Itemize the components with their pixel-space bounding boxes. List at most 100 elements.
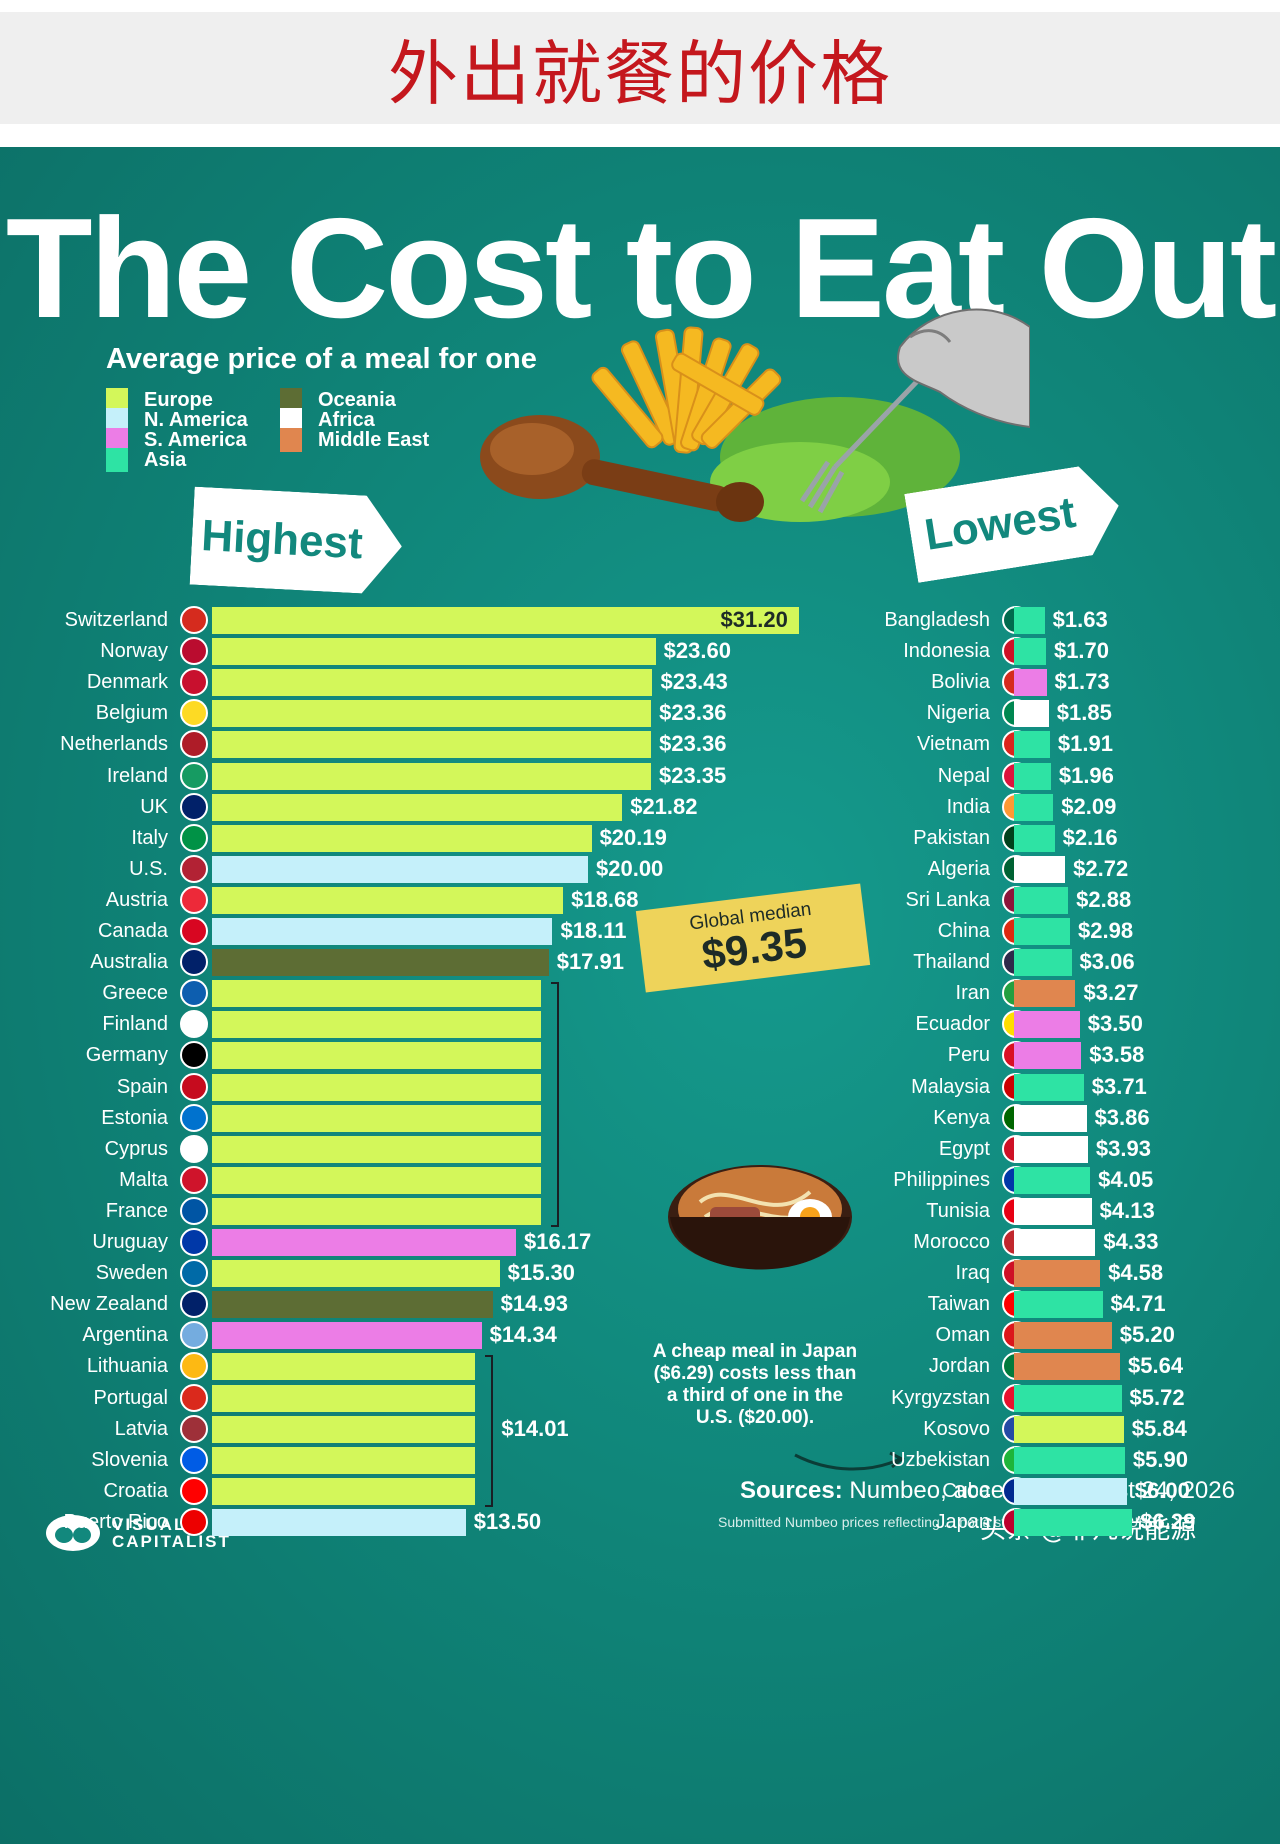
country-label: Puerto Rico <box>63 1510 169 1533</box>
value-label: $17.91 <box>556 949 624 975</box>
flag-icon <box>180 699 208 728</box>
bar <box>1014 1135 1088 1163</box>
bar <box>1014 669 1047 697</box>
bar <box>1014 638 1046 666</box>
global-median-sticker: Global median $9.35 <box>635 883 871 993</box>
value-label: $5.20 <box>1119 1322 1175 1348</box>
country-label: U.S. <box>129 857 168 880</box>
value-label: $20.00 <box>596 855 664 881</box>
bar <box>212 1291 493 1319</box>
country-label: Taiwan <box>927 1293 990 1316</box>
country-label: Portugal <box>93 1386 169 1409</box>
flag-icon <box>180 730 208 759</box>
bar <box>1014 886 1069 914</box>
logo-line1: VISUAL <box>112 1515 187 1534</box>
bar <box>1014 949 1072 977</box>
value-label: $3.50 <box>1087 1011 1143 1037</box>
legend-swatch <box>106 448 128 472</box>
ramen-bowl-illustration <box>668 1165 852 1270</box>
flag-icon <box>180 1103 208 1132</box>
value-label: $4.58 <box>1108 1260 1164 1286</box>
country-label: Kosovo <box>923 1417 990 1440</box>
flag-icon <box>180 1228 208 1256</box>
bar <box>1014 1042 1082 1070</box>
country-label: China <box>937 920 990 942</box>
country-label: Iran <box>955 982 990 1005</box>
value-label: $23.43 <box>660 669 728 695</box>
bar <box>1014 1446 1125 1474</box>
value-label: $1.63 <box>1052 607 1108 632</box>
bar <box>1014 980 1076 1008</box>
country-label: Oman <box>935 1324 990 1347</box>
bar <box>1014 1508 1133 1536</box>
country-label: Bangladesh <box>884 609 990 631</box>
value-label: $5.84 <box>1131 1415 1187 1441</box>
bar <box>1014 1291 1103 1319</box>
food-illustration <box>480 308 1030 522</box>
flag-icon <box>180 917 208 945</box>
flag-icon <box>180 1259 208 1288</box>
group-value-label: $14.01 <box>501 1416 569 1442</box>
flag-icon <box>180 1290 208 1319</box>
value-label: $6.00 <box>1134 1477 1190 1503</box>
bar <box>212 855 588 883</box>
value-label: $14.34 <box>489 1322 557 1348</box>
flag-icon <box>180 1476 208 1505</box>
bar <box>212 700 652 728</box>
note-arrow-icon <box>794 1451 905 1471</box>
value-label: $2.98 <box>1078 918 1134 943</box>
country-label: Malaysia <box>911 1075 990 1098</box>
country-label: Lithuania <box>86 1355 168 1378</box>
group-bracket <box>551 982 559 1227</box>
legend-swatch <box>106 428 128 452</box>
cn-title: 外出就餐的价格 <box>388 32 892 115</box>
bar <box>212 1477 476 1505</box>
bar <box>1014 1011 1080 1039</box>
bar <box>1014 824 1055 852</box>
country-label: Peru <box>947 1044 990 1067</box>
bar <box>212 1446 476 1474</box>
country-label: Denmark <box>86 671 168 694</box>
flag-icon <box>180 854 208 883</box>
bar <box>212 824 592 852</box>
value-label: $2.72 <box>1073 855 1129 881</box>
legend: Europe N. America S. America Asia Oceania Afr… <box>106 388 526 489</box>
country-label: Cuba <box>942 1479 990 1502</box>
country-label: Ireland <box>106 764 168 787</box>
legend-item: Middle East <box>280 428 429 452</box>
country-label: Kenya <box>933 1106 990 1129</box>
flag-icon <box>180 885 208 914</box>
bar <box>1014 793 1054 821</box>
country-label: Iraq <box>955 1262 990 1285</box>
drumstick-icon <box>480 415 764 522</box>
country-label: Algeria <box>927 857 990 880</box>
country-label: Argentina <box>82 1324 168 1347</box>
bar <box>212 607 799 634</box>
legend-label: Oceania <box>318 388 396 411</box>
value-label: $3.86 <box>1094 1104 1150 1130</box>
bar <box>212 1260 500 1288</box>
bar <box>1014 855 1066 883</box>
bar <box>1014 1477 1127 1505</box>
legend-label: Africa <box>318 408 375 431</box>
bar <box>212 1229 516 1256</box>
country-label: Thailand <box>913 951 990 974</box>
bar <box>212 1104 541 1132</box>
value-label: $2.16 <box>1062 824 1118 850</box>
value-label: $2.88 <box>1076 886 1132 912</box>
flag-icon <box>180 1010 208 1039</box>
bar <box>1014 607 1045 634</box>
bar <box>1014 700 1049 728</box>
highest-tag: Highest <box>190 487 405 596</box>
flag-icon <box>180 1196 208 1225</box>
value-label: $3.58 <box>1089 1042 1145 1068</box>
value-label: $18.68 <box>571 886 639 912</box>
flag-icon <box>180 637 208 666</box>
bar <box>212 1415 476 1443</box>
bar <box>212 1166 541 1194</box>
country-label: Finland <box>102 1013 168 1036</box>
value-label: $3.93 <box>1095 1135 1151 1161</box>
flag-icon <box>180 761 208 790</box>
flag-icon <box>180 1072 208 1101</box>
value-label: $23.36 <box>659 700 727 726</box>
